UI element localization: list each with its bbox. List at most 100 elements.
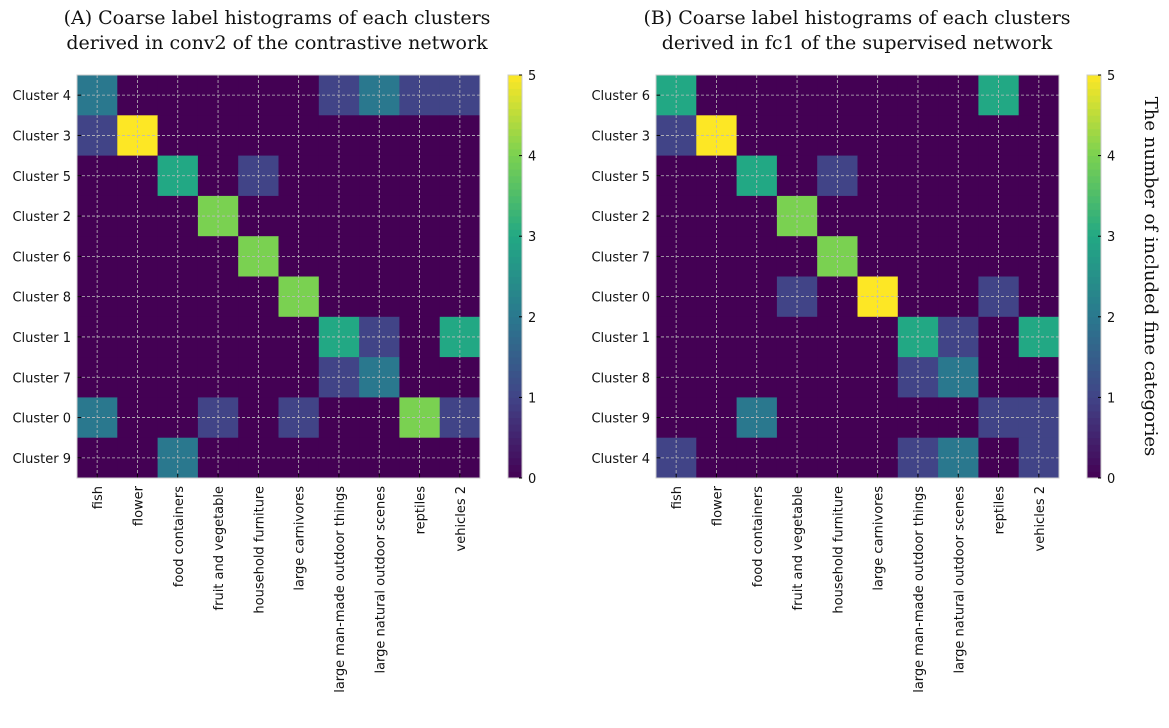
colorbar-tick-label: 2 <box>1107 311 1115 326</box>
y-tick-label: Cluster 2 <box>12 210 71 225</box>
colorbar-segment <box>1087 202 1101 210</box>
colorbar-segment <box>1087 75 1101 83</box>
colorbar-segment <box>1087 343 1101 351</box>
y-tick-label: Cluster 5 <box>12 170 71 185</box>
colorbar-segment <box>508 430 522 439</box>
colorbar-segment <box>508 122 522 130</box>
colorbar-segment <box>508 330 522 338</box>
colorbar-segment <box>508 296 522 304</box>
colorbar-segment <box>508 189 522 197</box>
y-tick-label: Cluster 2 <box>591 210 650 225</box>
colorbar-segment <box>508 343 522 351</box>
colorbar-segment <box>508 162 522 170</box>
colorbar-segment <box>508 471 522 479</box>
colorbar-segment <box>508 115 522 123</box>
colorbar-segment <box>508 216 522 224</box>
heatmap-panel-a: (A) Coarse label histograms of each clus… <box>12 7 536 693</box>
y-tick-label: Cluster 6 <box>591 89 650 104</box>
colorbar-label: The number of included fine categories <box>1140 97 1161 456</box>
colorbar-segment <box>1087 81 1101 89</box>
y-tick-label: Cluster 3 <box>591 129 650 144</box>
colorbar-segment <box>1087 323 1101 331</box>
colorbar-segment <box>508 209 522 217</box>
colorbar-segment <box>508 383 522 392</box>
colorbar-segment <box>508 370 522 378</box>
colorbar-segment <box>1087 310 1101 318</box>
colorbar-segment <box>1087 135 1101 143</box>
x-tick-label: large natural outdoor scenes <box>373 486 388 674</box>
colorbar-segment <box>508 75 522 83</box>
colorbar-segment <box>508 256 522 264</box>
y-tick-label: Cluster 6 <box>12 250 71 265</box>
colorbar-tick-label: 4 <box>1107 150 1115 165</box>
x-tick-label: vehicles 2 <box>1033 486 1048 551</box>
colorbar-frame <box>1086 74 1102 479</box>
colorbar-segment <box>1087 424 1101 432</box>
y-tick-label: Cluster 7 <box>12 371 71 386</box>
colorbar-segment <box>1087 229 1101 237</box>
y-tick-label: Cluster 8 <box>591 371 650 386</box>
x-tick-label: food containers <box>751 486 766 587</box>
x-tick-label: fruit and vegetable <box>791 486 806 610</box>
colorbar-segment <box>1087 410 1101 419</box>
colorbar-segment <box>1087 189 1101 197</box>
x-tick-label: reptiles <box>993 486 1008 535</box>
colorbar-segment <box>508 289 522 298</box>
colorbar-segment <box>1087 330 1101 338</box>
colorbar-segment <box>508 276 522 284</box>
colorbar-segment <box>1087 182 1101 190</box>
colorbar-segment <box>508 410 522 419</box>
colorbar-segment <box>1087 357 1101 365</box>
y-tick-label: Cluster 8 <box>12 291 71 306</box>
colorbar-segment <box>508 357 522 365</box>
colorbar-segment <box>508 242 522 251</box>
colorbar-segment <box>1087 222 1101 230</box>
colorbar-segment <box>508 377 522 385</box>
colorbar-segment <box>1087 249 1101 257</box>
colorbar-segment <box>1087 108 1101 116</box>
colorbar-tick-label: 2 <box>528 311 536 326</box>
colorbar-segment <box>508 397 522 405</box>
colorbar-segment <box>1087 303 1101 311</box>
colorbar-segment <box>508 269 522 277</box>
colorbar-segment <box>1087 451 1101 459</box>
colorbar-tick-label: 0 <box>1107 472 1115 487</box>
x-tick-label: large man-made outdoor things <box>912 486 927 693</box>
colorbar-segment <box>508 283 522 291</box>
colorbar-segment <box>508 142 522 150</box>
chart-title-line: derived in conv2 of the contrastive netw… <box>66 32 488 54</box>
colorbar-segment <box>508 169 522 177</box>
colorbar-segment <box>508 417 522 425</box>
colorbar-segment <box>1087 316 1101 325</box>
colorbar-segment <box>508 155 522 163</box>
colorbar-segment <box>1087 148 1101 157</box>
colorbar-segment <box>508 202 522 210</box>
x-tick-label: reptiles <box>414 486 429 535</box>
colorbar-segment <box>508 108 522 116</box>
x-tick-label: food containers <box>172 486 187 587</box>
colorbar-segment <box>508 424 522 432</box>
colorbar-segment <box>1087 296 1101 304</box>
colorbar-tick-label: 4 <box>528 150 536 165</box>
colorbar-segment <box>1087 101 1101 110</box>
x-tick-label: fruit and vegetable <box>212 486 227 610</box>
colorbar-segment <box>1087 269 1101 277</box>
colorbar-segment <box>1087 397 1101 405</box>
colorbar-tick-label: 5 <box>1107 69 1115 84</box>
colorbar-segment <box>1087 283 1101 291</box>
x-tick-label: fish <box>670 486 685 509</box>
colorbar-segment <box>1087 336 1101 345</box>
y-tick-label: Cluster 1 <box>591 331 650 346</box>
chart-title-line: (A) Coarse label histograms of each clus… <box>64 7 491 29</box>
colorbar-segment <box>508 336 522 345</box>
colorbar-segment <box>1087 142 1101 150</box>
colorbar-segment <box>508 128 522 136</box>
colorbar-segment <box>1087 350 1101 358</box>
colorbar-segment <box>508 323 522 331</box>
colorbar-segment <box>1087 404 1101 412</box>
colorbar-segment <box>1087 195 1101 204</box>
colorbar-segment <box>1087 464 1101 472</box>
colorbar-segment <box>1087 242 1101 251</box>
colorbar-segment <box>508 81 522 89</box>
colorbar-segment <box>508 182 522 190</box>
